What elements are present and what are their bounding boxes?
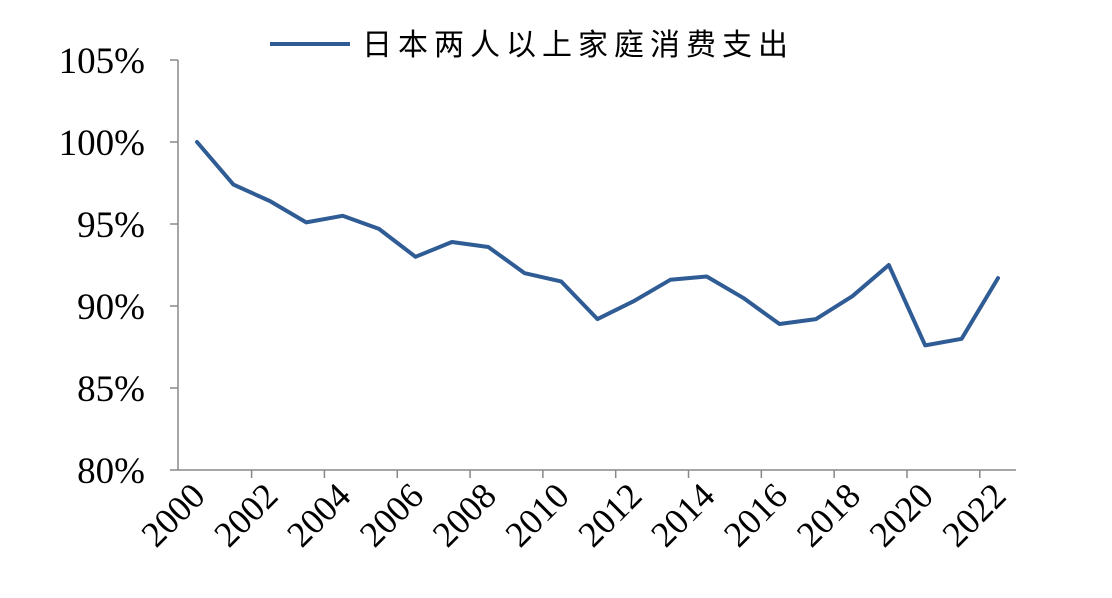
x-tick-label: 2012 [570, 475, 649, 554]
x-tick-label: 2004 [279, 475, 358, 554]
x-tick-label: 2000 [133, 475, 212, 554]
y-tick-label: 95% [77, 205, 145, 246]
x-tick-label: 2010 [498, 475, 577, 554]
x-tick-label: 2020 [862, 475, 941, 554]
y-tick-label: 80% [77, 451, 145, 492]
legend-label: 日本两人以上家庭消费支出 [362, 28, 794, 63]
x-tick-label: 2018 [789, 475, 868, 554]
x-tick-label: 2002 [206, 475, 285, 554]
x-tick-label: 2008 [425, 475, 504, 554]
series-line [195, 140, 1000, 348]
y-axis: 80% 85% 90% 95% 100% 105% [59, 41, 179, 492]
legend: 日本两人以上家庭消费支出 [270, 28, 794, 63]
series-layer [195, 140, 1000, 348]
x-tick-label: 2006 [352, 475, 431, 554]
y-tick-label: 85% [77, 369, 145, 410]
x-axis: 2000200220042006200820102012201420162018… [133, 469, 1016, 555]
y-tick-label: 100% [59, 123, 145, 164]
x-tick-label: 2014 [643, 475, 722, 554]
x-tick-label: 2016 [716, 475, 795, 554]
y-tick-label: 90% [77, 287, 145, 328]
x-tick-label: 2022 [934, 475, 1013, 554]
y-tick-label: 105% [59, 41, 145, 82]
